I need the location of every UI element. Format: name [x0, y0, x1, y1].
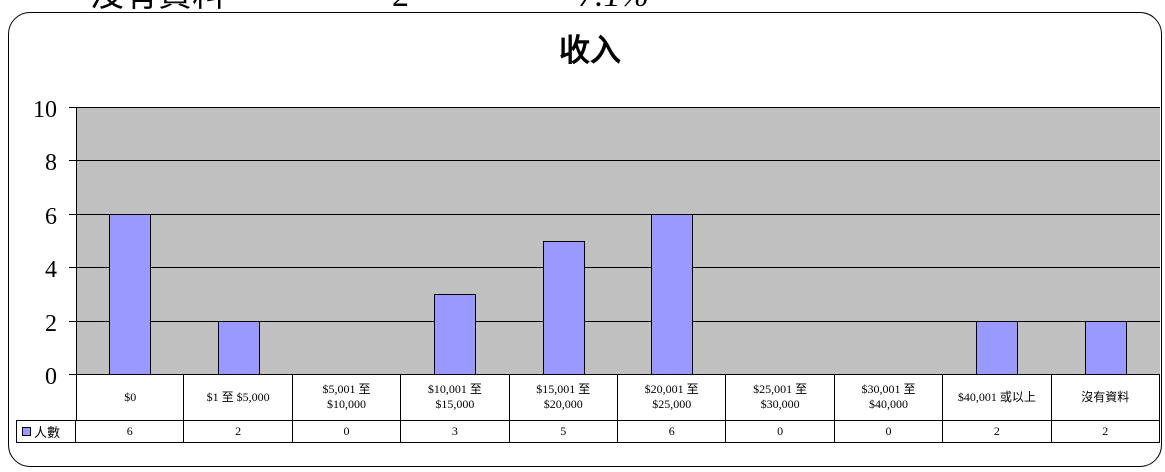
data-table-value: 5 — [509, 420, 618, 443]
gridline — [69, 321, 1160, 322]
y-tick-label: 2 — [45, 311, 57, 337]
cropped-table-row: 沒有資料 2 7.1% — [0, 0, 1165, 11]
data-table-value: 6 — [618, 420, 727, 443]
category-cell: $0 — [76, 374, 185, 421]
fragment-row-label: 沒有資料 — [90, 0, 226, 11]
gridline — [69, 267, 1160, 268]
category-label: $20,001 至 $25,000 — [644, 382, 699, 411]
category-cell: $30,001 至 $40,000 — [834, 374, 944, 421]
bar — [217, 320, 260, 375]
bar — [1084, 320, 1127, 375]
category-label: $15,001 至 $20,000 — [536, 382, 591, 411]
data-table-value: 2 — [184, 420, 293, 443]
gridline — [69, 214, 1160, 215]
bar — [651, 213, 694, 375]
category-label: $25,001 至 $30,000 — [753, 382, 808, 411]
data-table-value: 0 — [834, 420, 944, 443]
category-label: $10,001 至 $15,000 — [427, 382, 482, 411]
category-cell: $10,001 至 $15,000 — [401, 374, 510, 421]
y-axis-line — [76, 107, 77, 375]
bar — [976, 320, 1019, 375]
category-label: $0 — [124, 389, 137, 404]
bar — [542, 240, 585, 375]
category-cell: $1 至 $5,000 — [184, 374, 293, 421]
data-table-value: 2 — [1051, 420, 1160, 443]
data-table-value: 0 — [292, 420, 402, 443]
category-cell: $20,001 至 $25,000 — [618, 374, 727, 421]
y-tick-label: 6 — [45, 204, 57, 230]
category-label: $1 至 $5,000 — [206, 389, 270, 404]
bar — [434, 293, 477, 375]
legend-swatch — [22, 427, 31, 436]
y-tick-label: 10 — [33, 97, 57, 123]
category-label: $40,001 或以上 — [957, 389, 1036, 404]
y-tick-label: 8 — [45, 150, 57, 176]
category-label: 沒有資料 — [1081, 389, 1130, 404]
fragment-row-percent: 7.1% — [578, 0, 649, 11]
chart-title: 收入 — [559, 33, 621, 69]
gridline — [69, 374, 1160, 375]
gridline — [69, 107, 1160, 108]
category-label: $30,001 至 $40,000 — [861, 382, 916, 411]
y-tick-label: 0 — [45, 364, 57, 390]
gridline — [69, 160, 1160, 161]
data-table-value: 6 — [76, 420, 185, 443]
category-cell: $5,001 至 $10,000 — [292, 374, 402, 421]
data-table-value: 2 — [943, 420, 1052, 443]
legend-key: 人數 — [16, 420, 76, 443]
category-cell: 沒有資料 — [1051, 374, 1160, 421]
bar — [109, 213, 152, 375]
category-label: $5,001 至 $10,000 — [322, 382, 371, 411]
legend-label: 人數 — [34, 425, 61, 440]
y-tick-label: 4 — [45, 257, 57, 283]
fragment-row-count: 2 — [392, 0, 409, 11]
data-table-value: 0 — [726, 420, 835, 443]
category-cell: $40,001 或以上 — [943, 374, 1052, 421]
data-table-value: 3 — [401, 420, 510, 443]
category-cell: $25,001 至 $30,000 — [726, 374, 835, 421]
category-cell: $15,001 至 $20,000 — [509, 374, 618, 421]
